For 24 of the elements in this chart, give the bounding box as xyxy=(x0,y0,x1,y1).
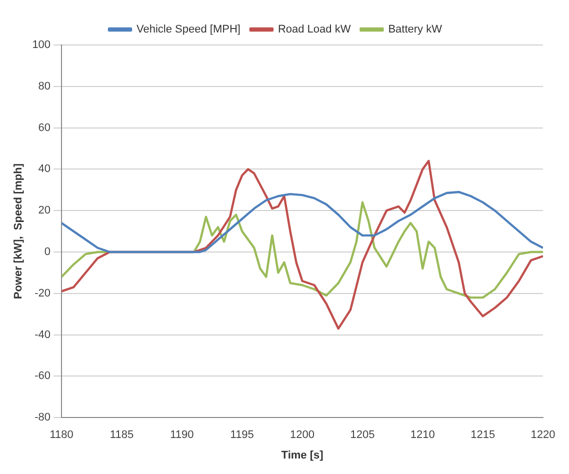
y-tick-label: 80 xyxy=(38,80,51,92)
x-axis-title: Time [s] xyxy=(281,449,324,462)
x-tick-label: 1205 xyxy=(350,429,375,442)
x-tick-label: 1220 xyxy=(530,429,556,442)
x-tick-label: 1190 xyxy=(170,429,194,442)
x-tick-label: 1200 xyxy=(290,429,315,442)
x-tick-label: 1195 xyxy=(230,429,254,442)
y-tick-label: 60 xyxy=(38,122,51,134)
y-tick-label: 40 xyxy=(38,163,51,176)
y-tick-label: 0 xyxy=(44,246,51,258)
x-tick-label: 1180 xyxy=(50,429,74,442)
legend-label: Road Load kW xyxy=(278,24,352,36)
legend-label: Battery kW xyxy=(388,24,443,36)
y-axis-title: Power [kW], Speed [mph] xyxy=(12,163,25,300)
y-tick-label: 20 xyxy=(38,204,51,217)
y-tick-label: 100 xyxy=(32,39,51,52)
x-tick-label: 1215 xyxy=(470,429,496,442)
y-tick-label: -40 xyxy=(34,328,51,341)
legend-label: Vehicle Speed [MPH] xyxy=(136,24,240,36)
y-tick-label: -80 xyxy=(34,412,51,424)
x-tick-label: 1185 xyxy=(110,429,134,442)
y-tick-label: -20 xyxy=(34,287,51,300)
y-tick-label: -60 xyxy=(34,370,51,382)
x-tick-label: 1210 xyxy=(410,429,435,442)
